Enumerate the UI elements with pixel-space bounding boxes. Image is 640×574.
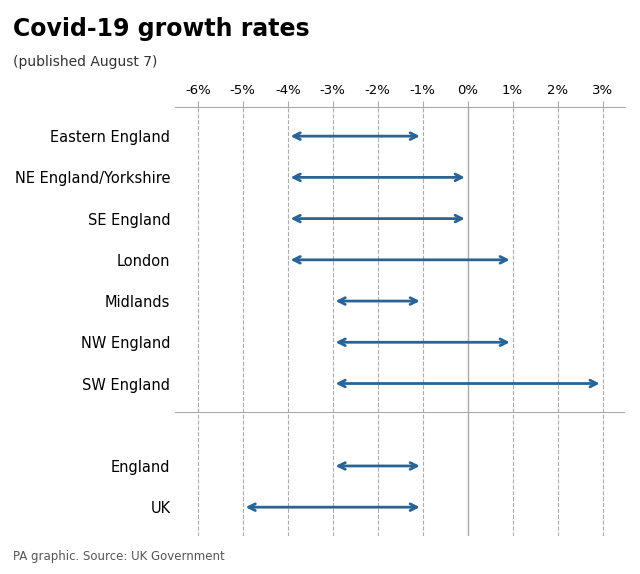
Text: Covid-19 growth rates: Covid-19 growth rates: [13, 17, 309, 41]
Text: (published August 7): (published August 7): [13, 55, 157, 68]
Text: PA graphic. Source: UK Government: PA graphic. Source: UK Government: [13, 549, 225, 563]
